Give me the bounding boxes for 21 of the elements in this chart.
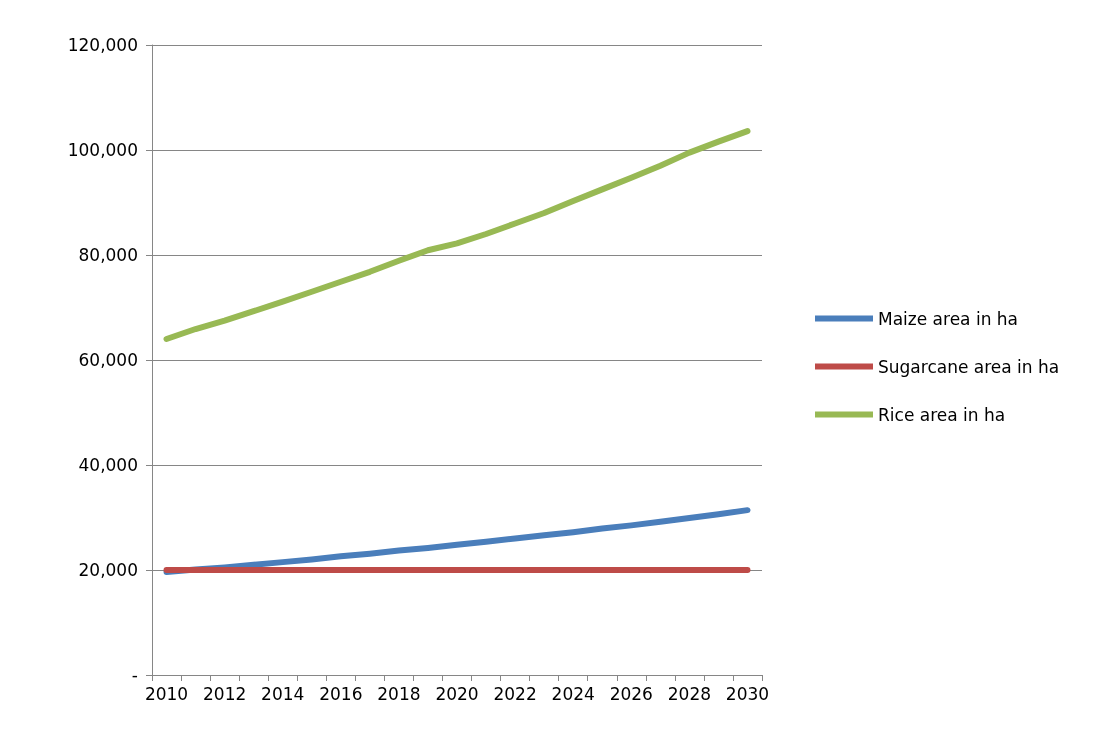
x-tick-label: 2016 [319, 683, 363, 704]
y-tick-label: 120,000 [67, 35, 138, 55]
x-tick-label: 2028 [667, 683, 712, 704]
y-tick-label: - [131, 665, 138, 685]
x-tick-label: 2024 [551, 683, 595, 704]
y-tick-label: 80,000 [78, 245, 138, 265]
x-tick-label: 2022 [493, 683, 537, 704]
legend-label: Sugarcane area in ha [878, 356, 1060, 377]
x-tick-label: 2026 [609, 683, 653, 704]
legend-label: Maize area in ha [878, 308, 1019, 329]
y-tick-label: 40,000 [78, 455, 138, 475]
x-tick-label: 2014 [261, 683, 305, 704]
x-tick-label: 2030 [725, 683, 770, 704]
x-tick-label: 2018 [377, 683, 421, 704]
legend-label: Rice area in ha [878, 404, 1006, 425]
x-tick-label: 2020 [435, 683, 479, 704]
y-tick-label: 20,000 [78, 560, 138, 580]
y-tick-label: 100,000 [67, 140, 138, 160]
x-tick-label: 2012 [202, 683, 247, 704]
y-tick-label: 60,000 [78, 350, 138, 370]
x-tick-label: 2010 [144, 683, 189, 704]
